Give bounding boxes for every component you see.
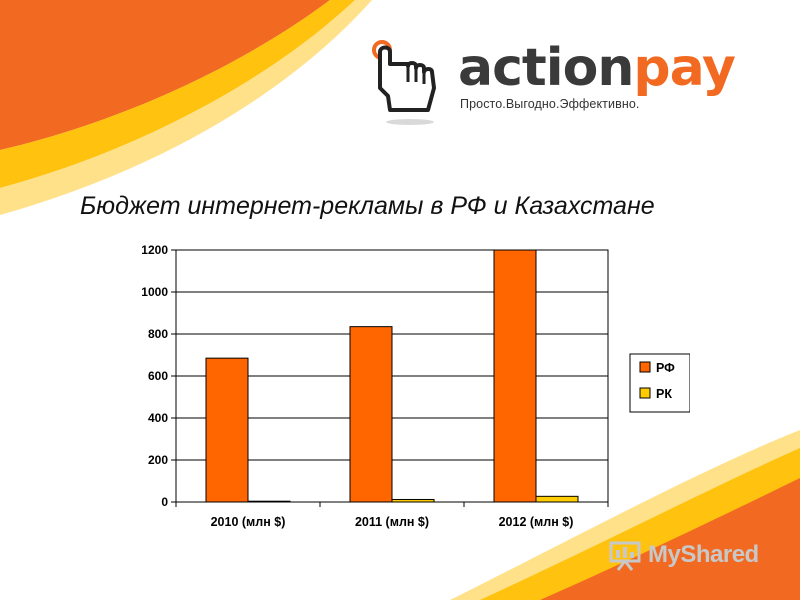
logo-tagline: Просто.Выгодно.Эффективно. [460,97,640,111]
bar-РК-0 [247,500,291,503]
x-tick-label: 2011 (млн $) [355,515,429,529]
x-tick-label: 2010 (млн $) [211,515,286,529]
pointing-hand-icon [372,40,436,125]
y-tick-label: 200 [148,453,168,467]
legend-swatch-РК [639,387,651,399]
logo-word-action: action [458,38,634,98]
legend-label-РФ: РФ [656,361,675,375]
legend-swatch-РФ [639,361,651,373]
watermark-text: MyShared [648,541,759,568]
y-tick-label: 1000 [141,285,168,299]
bar-РФ-1 [349,326,393,503]
logo-word-pay: pay [633,38,736,98]
bar-РК-1 [391,498,435,503]
y-tick-label: 0 [161,495,168,509]
budget-bar-chart: 0 200 400 600 800 1000 1200 2010 (млн $) 2011 (м… [141,243,690,529]
x-tick-label: 2012 (млн $) [499,515,574,529]
y-tick-label: 600 [148,369,168,383]
top-left-wave [0,0,372,215]
logo-wordmark: actionpay [458,42,736,94]
bar-РФ-2 [493,249,537,503]
bar-РФ-0 [205,357,249,503]
slide-title: Бюджет интернет-рекламы в РФ и Казахстан… [80,192,655,220]
bar-РК-2 [535,495,579,503]
y-tick-label: 400 [148,411,168,425]
y-tick-label: 800 [148,327,168,341]
legend-label-РК: РК [656,387,672,401]
bottom-right-wave [450,430,800,600]
y-tick-label: 1200 [141,243,168,257]
presentation-board-icon [609,541,641,571]
watermark: MyShared [608,538,759,572]
